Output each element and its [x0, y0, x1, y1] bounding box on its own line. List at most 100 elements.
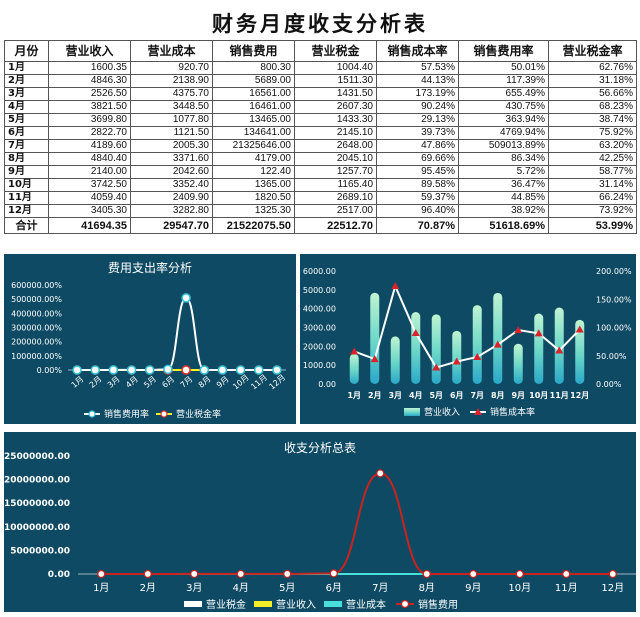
value-cell: 36.47%: [459, 179, 549, 192]
x-tick-label: 8月: [419, 582, 435, 594]
legend-label: 营业成本: [346, 598, 386, 611]
data-point: [200, 366, 208, 374]
column-header: 营业收入: [49, 41, 131, 62]
data-point: [98, 570, 105, 577]
value-cell: 1004.40: [295, 62, 377, 75]
month-cell: 11月: [5, 192, 49, 205]
bar: [370, 293, 379, 384]
y-tick-label: 600000.00%: [11, 281, 62, 290]
value-cell: 1431.50: [295, 88, 377, 101]
value-cell: 1077.80: [131, 114, 213, 127]
value-cell: 2409.90: [131, 192, 213, 205]
data-point: [423, 570, 430, 577]
x-tick-label: 12月: [570, 391, 589, 400]
total-value-cell: 21522075.50: [213, 218, 295, 234]
value-cell: 5689.00: [213, 75, 295, 88]
series-line: [354, 286, 580, 367]
month-cell: 3月: [5, 88, 49, 101]
y-tick-label: 200000.00%: [11, 338, 62, 347]
x-tick-label: 4月: [409, 391, 423, 400]
legend-swatch: [184, 601, 202, 607]
value-cell: 95.45%: [377, 166, 459, 179]
y2-tick-label: 50.00%: [596, 352, 627, 361]
data-point: [109, 366, 117, 374]
value-cell: 2145.10: [295, 127, 377, 140]
x-tick-label: 6月: [160, 374, 176, 389]
value-cell: 13465.00: [213, 114, 295, 127]
y-tick-label: 2000.00: [303, 342, 336, 351]
rate-line-chart: 费用支出率分析 0.00%100000.00%200000.00%300000.…: [4, 254, 296, 424]
total-value-cell: 51618.69%: [459, 218, 549, 234]
value-cell: 96.40%: [377, 205, 459, 218]
data-point: [182, 366, 190, 374]
legend-label: 营业税金率: [176, 408, 221, 420]
y-tick-label: 20000000.00: [4, 476, 70, 486]
value-cell: 3352.40: [131, 179, 213, 192]
x-tick-label: 1月: [70, 374, 86, 389]
data-point: [182, 294, 190, 302]
value-cell: 134641.00: [213, 127, 295, 140]
x-tick-label: 3月: [106, 374, 122, 389]
data-point: [237, 366, 245, 374]
value-cell: 56.66%: [549, 88, 637, 101]
value-cell: 16561.00: [213, 88, 295, 101]
legend-label: 销售费用率: [104, 408, 149, 420]
value-cell: 2822.70: [49, 127, 131, 140]
value-cell: 920.70: [131, 62, 213, 75]
legend-label: 营业收入: [424, 406, 460, 418]
value-cell: 2140.00: [49, 166, 131, 179]
legend-label: 销售费用: [418, 598, 458, 611]
value-cell: 44.13%: [377, 75, 459, 88]
y2-tick-label: 100.00%: [596, 324, 632, 333]
value-cell: 75.92%: [549, 127, 637, 140]
value-cell: 3405.30: [49, 205, 131, 218]
y-tick-label: 10000000.00: [4, 523, 70, 533]
total-value-cell: 41694.35: [49, 218, 131, 234]
bar: [391, 336, 400, 384]
value-cell: 57.53%: [377, 62, 459, 75]
legend-swatch: [324, 601, 342, 607]
x-tick-label: 3月: [388, 391, 402, 400]
data-point: [391, 282, 399, 289]
month-cell: 4月: [5, 101, 49, 114]
legend-marker: [402, 601, 409, 608]
value-cell: 3448.50: [131, 101, 213, 114]
x-tick-label: 3月: [186, 582, 202, 594]
value-cell: 363.94%: [459, 114, 549, 127]
legend-marker: [89, 411, 95, 417]
value-cell: 1165.40: [295, 179, 377, 192]
column-header: 营业成本: [131, 41, 213, 62]
value-cell: 44.85%: [459, 192, 549, 205]
value-cell: 655.49%: [459, 88, 549, 101]
x-tick-label: 9月: [465, 582, 481, 594]
rate-chart-panel: 费用支出率分析 0.00%100000.00%200000.00%300000.…: [4, 254, 296, 424]
value-cell: 1365.00: [213, 179, 295, 192]
y-tick-label: 25000000.00: [4, 452, 70, 462]
y2-tick-label: 200.00%: [596, 267, 632, 276]
value-cell: 2005.30: [131, 140, 213, 153]
x-tick-label: 7月: [470, 391, 484, 400]
value-cell: 1820.50: [213, 192, 295, 205]
value-cell: 2517.00: [295, 205, 377, 218]
value-cell: 3821.50: [49, 101, 131, 114]
x-tick-label: 12月: [601, 582, 624, 594]
value-cell: 3742.50: [49, 179, 131, 192]
legend-label: 营业税金: [206, 598, 246, 611]
month-cell: 7月: [5, 140, 49, 153]
y2-tick-label: 150.00%: [596, 295, 632, 304]
data-point: [218, 366, 226, 374]
y-tick-label: 0.00: [48, 570, 70, 580]
data-point: [470, 570, 477, 577]
total-value-cell: 53.99%: [549, 218, 637, 234]
x-tick-label: 7月: [372, 582, 388, 594]
bar: [473, 305, 482, 384]
y-tick-label: 500000.00%: [11, 295, 62, 304]
value-cell: 3282.80: [131, 205, 213, 218]
x-tick-label: 9月: [215, 374, 231, 389]
y-tick-label: 0.00%: [37, 366, 63, 375]
x-tick-label: 6月: [450, 391, 464, 400]
